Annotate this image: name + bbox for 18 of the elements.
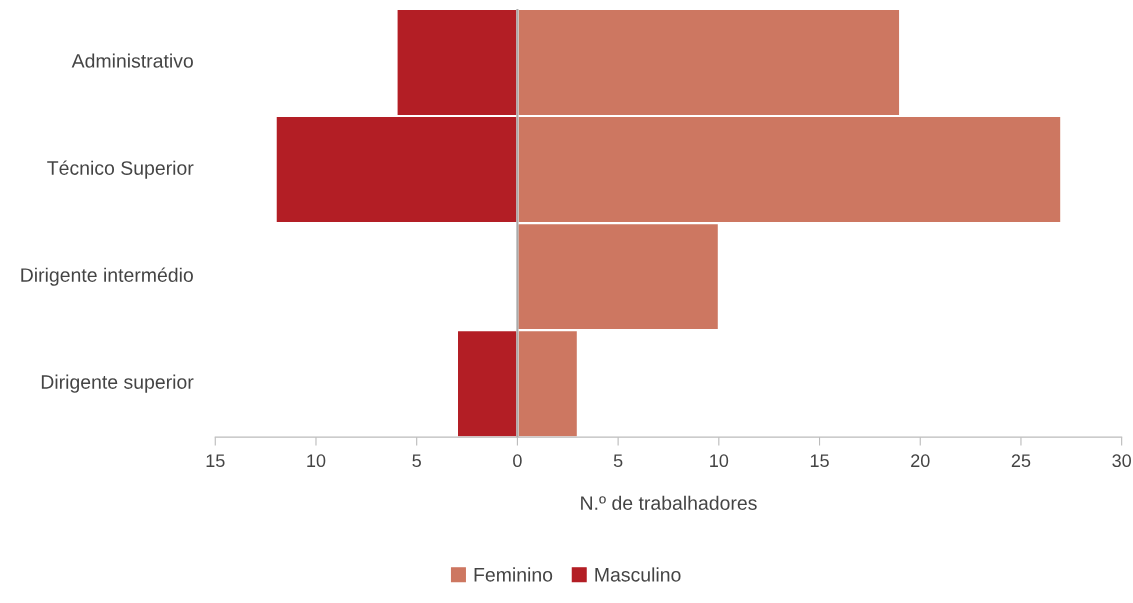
y-tick-label: Administrativo: [71, 53, 193, 68]
x-tick-label: 15: [206, 454, 225, 468]
x-tick-label: 20: [911, 454, 930, 468]
x-tick-label: 15: [810, 454, 829, 468]
bar: [455, 329, 519, 438]
x-tick-label: 5: [613, 454, 623, 468]
x-tick-label: 0: [513, 454, 522, 468]
x-tick-label: 10: [307, 454, 326, 468]
y-tick-label: Técnico Superior: [47, 160, 194, 179]
legend-label: Feminino: [474, 567, 553, 582]
legend-label: Masculino: [595, 567, 681, 582]
x-axis-title: N.º de trabalhadores: [581, 495, 757, 510]
x-tick-label: 25: [1011, 454, 1031, 468]
x-tick-label: 30: [1112, 454, 1132, 468]
x-tick-label: 10: [710, 454, 729, 468]
y-tick-label: Dirigente superior: [41, 374, 194, 393]
x-tick-label: 5: [412, 454, 421, 468]
y-tick-label: Dirigente intermédio: [21, 267, 193, 286]
